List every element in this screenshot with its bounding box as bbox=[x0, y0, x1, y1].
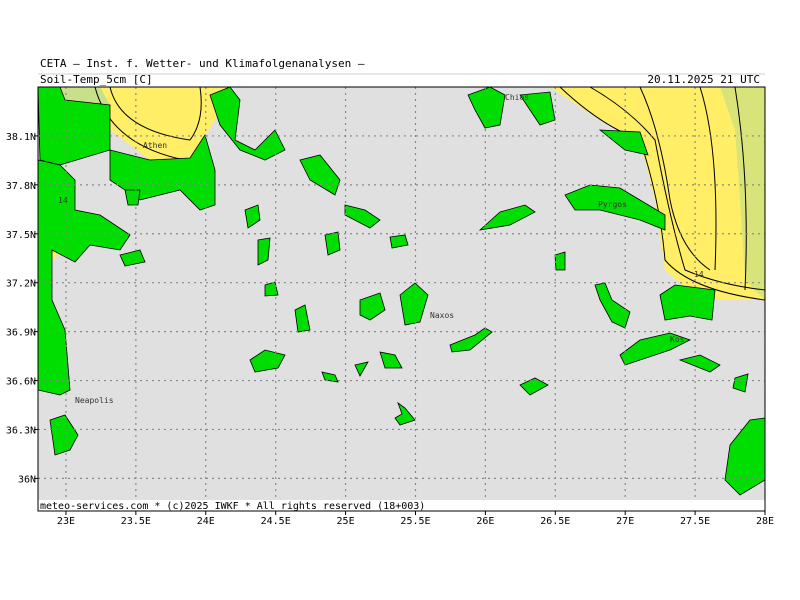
land bbox=[379, 351, 403, 369]
y-tick-label: 37.8N bbox=[6, 181, 36, 192]
land bbox=[598, 129, 649, 156]
land bbox=[594, 282, 631, 329]
land bbox=[467, 87, 506, 129]
x-tick-label: 27.5E bbox=[680, 516, 710, 527]
land bbox=[249, 349, 286, 373]
land bbox=[389, 234, 409, 249]
contour bbox=[109, 87, 202, 141]
y-tick-label: 37.2N bbox=[6, 279, 36, 290]
place-label: Kos bbox=[670, 335, 685, 344]
footer: meteo-services.com * (c)2025 IWKF * All … bbox=[40, 501, 425, 512]
x-tick-label: 27E bbox=[616, 516, 634, 527]
map-frame bbox=[37, 86, 766, 512]
contour bbox=[589, 87, 765, 291]
x-tick-label: 23E bbox=[57, 516, 75, 527]
y-tick-label: 36N bbox=[18, 474, 36, 485]
y-tick-label: 36.6N bbox=[6, 377, 36, 388]
land bbox=[394, 401, 416, 426]
land bbox=[294, 304, 311, 333]
y-tick-label: 37.5N bbox=[6, 230, 36, 241]
x-tick-label: 24E bbox=[197, 516, 215, 527]
warm-field bbox=[100, 87, 230, 160]
land bbox=[359, 292, 386, 321]
footer-band bbox=[38, 500, 765, 511]
y-tick-label: 36.3N bbox=[6, 425, 36, 436]
land bbox=[449, 327, 493, 353]
land bbox=[619, 332, 692, 366]
contour bbox=[699, 87, 717, 271]
land bbox=[399, 282, 429, 326]
place-label: Neapolis bbox=[75, 396, 114, 405]
land bbox=[354, 361, 369, 377]
land bbox=[324, 231, 341, 256]
place-label: Naxos bbox=[430, 311, 454, 320]
land bbox=[564, 184, 666, 231]
land bbox=[264, 281, 279, 297]
contour bbox=[734, 87, 747, 291]
land bbox=[519, 91, 556, 126]
mild-field bbox=[720, 87, 765, 300]
land bbox=[478, 204, 536, 231]
x-tick-label: 26E bbox=[476, 516, 494, 527]
contour-label: 14 bbox=[58, 196, 68, 205]
land bbox=[38, 159, 131, 396]
place-label: Chios bbox=[505, 93, 529, 102]
y-tick-label: 36.9N bbox=[6, 328, 36, 339]
land bbox=[299, 154, 341, 196]
place-label: Pyrgos bbox=[598, 200, 627, 209]
x-tick-label: 23.5E bbox=[121, 516, 151, 527]
contour bbox=[94, 87, 186, 161]
land bbox=[124, 189, 141, 206]
land bbox=[321, 371, 339, 383]
contour-label: 14 bbox=[694, 270, 704, 279]
land bbox=[732, 373, 749, 393]
contour bbox=[559, 87, 765, 301]
land bbox=[724, 417, 765, 496]
land bbox=[119, 249, 146, 267]
map-content bbox=[38, 87, 765, 511]
x-tick-label: 28E bbox=[756, 516, 774, 527]
contour bbox=[639, 87, 711, 271]
land bbox=[659, 284, 716, 321]
y-tick-label: 38.1N bbox=[6, 132, 36, 143]
land bbox=[49, 414, 79, 456]
x-tick-label: 25.5E bbox=[400, 516, 430, 527]
x-tick-label: 24.5E bbox=[261, 516, 291, 527]
land bbox=[244, 204, 261, 229]
place-label: Athen bbox=[143, 141, 167, 150]
institute: CETA — Inst. f. Wetter- und Klimafolgena… bbox=[40, 57, 365, 70]
land bbox=[257, 237, 271, 266]
parameter: Soil-Temp_5cm [C] bbox=[40, 73, 153, 86]
land bbox=[554, 251, 566, 271]
land bbox=[678, 354, 721, 373]
land bbox=[209, 87, 286, 161]
x-tick-label: 26.5E bbox=[540, 516, 570, 527]
x-tick-label: 25E bbox=[337, 516, 355, 527]
valid-time: 20.11.2025 21 UTC bbox=[647, 73, 760, 86]
